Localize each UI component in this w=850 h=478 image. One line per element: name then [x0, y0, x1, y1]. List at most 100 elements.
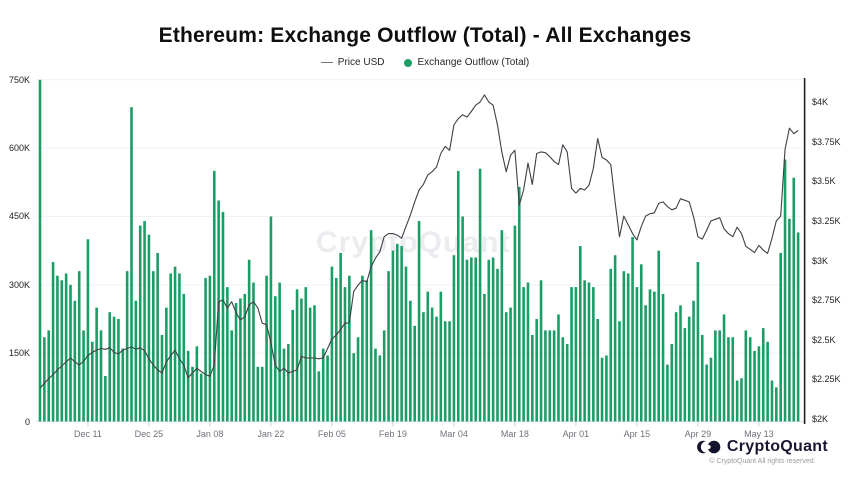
outflow-bar — [291, 309, 295, 422]
outflow-bar — [317, 371, 321, 422]
outflow-bar — [635, 287, 639, 422]
outflow-bar — [740, 378, 743, 422]
outflow-bar — [138, 225, 142, 422]
legend-item-outflow[interactable]: Exchange Outflow (Total) — [404, 57, 529, 68]
plot-svg[interactable] — [36, 78, 806, 432]
copyright-text: © CryptoQuant All rights reserved. — [709, 458, 816, 465]
outflow-bar — [308, 307, 312, 422]
outflow-bar — [705, 364, 708, 422]
outflow-bar — [199, 373, 203, 422]
outflow-bar — [722, 314, 726, 422]
outflow-bar — [287, 344, 290, 422]
y-left-tick-label: 0 — [24, 416, 30, 427]
outflow-bar — [95, 307, 98, 422]
outflow-bar — [156, 252, 159, 422]
outflow-bar — [326, 355, 329, 422]
outflow-bar — [618, 321, 621, 422]
outflow-bar — [648, 289, 652, 422]
outflow-bar — [761, 328, 765, 422]
x-tick-label: Feb 19 — [378, 429, 407, 439]
outflow-bar — [731, 337, 735, 422]
outflow-bar — [509, 307, 512, 422]
outflow-bar — [613, 255, 617, 422]
outflow-bar — [300, 298, 303, 422]
outflow-bar — [112, 316, 116, 422]
outflow-bar — [657, 250, 660, 422]
outflow-bar — [108, 312, 112, 422]
outflow-bar — [735, 380, 739, 422]
outflow-bar — [557, 314, 560, 422]
x-tick-label: Dec 11 — [73, 429, 102, 439]
outflow-bar — [130, 107, 133, 422]
outflow-bar — [64, 273, 68, 422]
legend-item-price[interactable]: Price USD — [320, 57, 385, 68]
y-left-tick-label: 300K — [8, 279, 30, 290]
outflow-bar — [226, 287, 229, 422]
plot-area[interactable] — [36, 78, 806, 437]
outflow-bar — [600, 357, 604, 422]
outflow-bar — [535, 318, 538, 422]
outflow-bar — [775, 387, 778, 422]
legend-price-label: Price USD — [337, 57, 385, 68]
outflow-bar — [121, 348, 125, 422]
outflow-bar — [609, 268, 613, 422]
outflow-bar — [565, 344, 569, 422]
outflow-bar — [239, 298, 242, 422]
outflow-bar — [178, 273, 181, 422]
outflow-bar — [186, 350, 190, 422]
outflow-dot-swatch-icon — [404, 58, 413, 67]
outflow-bar — [474, 257, 477, 422]
outflow-bar — [792, 177, 796, 422]
outflow-bar — [252, 282, 255, 422]
cryptoquant-logo-icon — [697, 440, 721, 454]
outflow-bar — [448, 321, 451, 422]
outflow-bar — [422, 312, 425, 422]
outflow-bar — [670, 344, 674, 422]
outflow-bar — [256, 366, 260, 422]
outflow-bar — [465, 259, 469, 422]
outflow-bar — [526, 282, 530, 422]
outflow-bar — [395, 243, 399, 422]
outflow-bar — [426, 291, 430, 422]
outflow-bar — [574, 287, 578, 422]
footer: CryptoQuant © CryptoQuant All rights res… — [697, 438, 828, 465]
outflow-bar — [570, 287, 573, 422]
brand-row: CryptoQuant — [697, 438, 828, 456]
outflow-bar — [143, 221, 146, 422]
outflow-bar — [783, 159, 787, 422]
y-right-tick-label: $3.75K — [812, 136, 841, 147]
x-tick-label: Jan 08 — [196, 429, 224, 439]
outflow-bar — [517, 186, 521, 422]
price-line — [39, 94, 799, 389]
outflow-bar — [727, 337, 730, 422]
outflow-bar — [230, 330, 234, 422]
y-right-tick-label: $2.75K — [812, 295, 841, 306]
outflow-bar — [147, 234, 151, 422]
outflow-bar — [409, 300, 412, 422]
outflow-bar — [696, 262, 700, 422]
outflow-bar — [356, 337, 360, 422]
outflow-bar — [212, 170, 216, 422]
outflow-bar — [548, 330, 552, 422]
outflow-bar — [304, 287, 308, 422]
x-tick-label: Apr 01 — [562, 429, 590, 439]
outflow-bar — [709, 357, 713, 422]
outflow-bar — [439, 291, 443, 422]
outflow-bar — [500, 230, 504, 422]
y-left-tick-label: 450K — [8, 211, 30, 222]
outflow-bar — [666, 364, 669, 422]
outflow-bar — [38, 79, 42, 422]
outflow-bar — [234, 303, 238, 422]
outflow-bar — [343, 287, 347, 422]
outflow-bar — [208, 275, 212, 422]
outflow-bar — [718, 330, 721, 422]
outflow-bar — [365, 280, 369, 422]
y-right-tick-label: $4K — [812, 97, 829, 107]
outflow-bar — [435, 316, 438, 422]
x-tick-label: Apr 15 — [623, 429, 651, 439]
y-left-tick-label: 750K — [8, 74, 30, 85]
outflow-bar — [51, 262, 55, 422]
outflow-bar — [369, 230, 373, 422]
outflow-bar — [496, 268, 499, 422]
outflow-bar — [513, 225, 517, 422]
